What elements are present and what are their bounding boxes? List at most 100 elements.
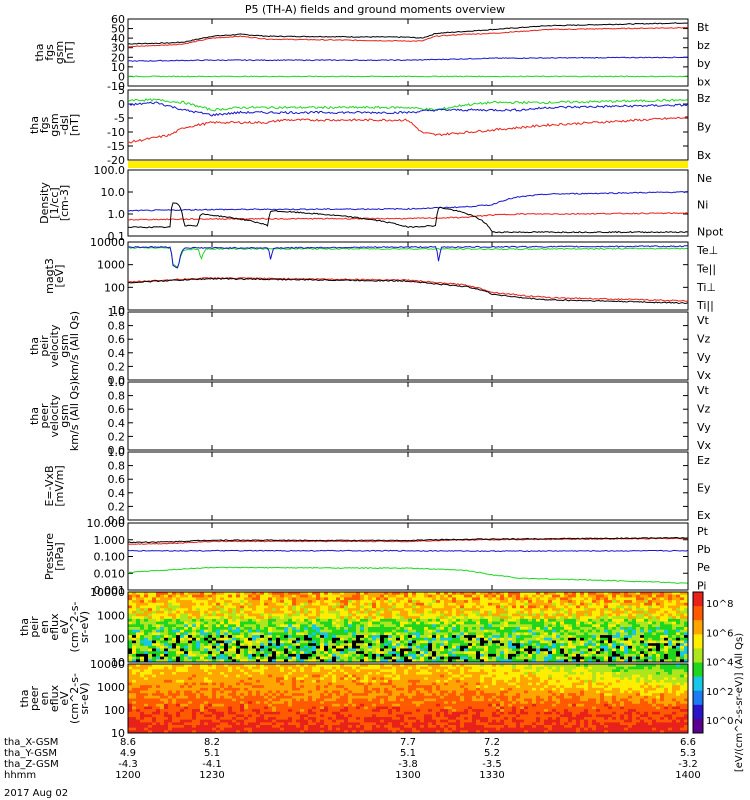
heatmap-cell: [532, 613, 537, 617]
heatmap-cell: [544, 645, 549, 649]
heatmap-cell: [340, 674, 345, 678]
heatmap-cell: [576, 629, 581, 633]
heatmap-cell: [532, 624, 537, 628]
heatmap-cell: [512, 664, 517, 668]
heatmap-cell: [292, 608, 297, 612]
heatmap-cell: [328, 664, 333, 668]
heatmap-cell: [360, 674, 365, 678]
heatmap-cell: [432, 677, 437, 681]
heatmap-cell: [512, 602, 517, 606]
y-tick-label: 10: [111, 656, 125, 669]
heatmap-cell: [492, 605, 497, 609]
heatmap-cell: [600, 659, 605, 663]
heatmap-cell: [204, 664, 209, 668]
heatmap-cell: [440, 659, 445, 663]
heatmap-cell: [220, 648, 225, 652]
heatmap-cell: [136, 616, 141, 620]
heatmap-cell: [228, 674, 233, 678]
heatmap-cell: [588, 592, 593, 596]
heatmap-cell: [144, 648, 149, 652]
heatmap-cell: [520, 624, 525, 628]
heatmap-cell: [276, 602, 281, 606]
heatmap-cell: [172, 674, 177, 678]
heatmap-cell: [140, 610, 145, 614]
y-tick-label: 0.8: [108, 390, 126, 403]
heatmap-cell: [544, 674, 549, 678]
heatmap-cell: [564, 656, 569, 660]
heatmap-cell: [612, 672, 617, 676]
heatmap-cell: [496, 600, 501, 604]
heatmap-cell: [420, 648, 425, 652]
heatmap-cell: [228, 656, 233, 660]
heatmap-cell: [260, 618, 265, 622]
heatmap-cell: [360, 664, 365, 668]
heatmap-cell: [628, 664, 633, 668]
heatmap-cell: [432, 608, 437, 612]
heatmap-cell: [160, 656, 165, 660]
heatmap-cell: [572, 677, 577, 681]
heatmap-cell: [648, 605, 653, 609]
heatmap-cell: [656, 592, 661, 596]
heatmap-cell: [304, 597, 309, 601]
heatmap-cell: [156, 635, 161, 639]
heatmap-cell: [304, 629, 309, 633]
heatmap-cell: [436, 679, 441, 683]
heatmap-cell: [148, 674, 153, 678]
heatmap-cell: [456, 613, 461, 617]
heatmap-cell: [600, 656, 605, 660]
heatmap-cell: [224, 624, 229, 628]
heatmap-cell: [512, 608, 517, 612]
heatmap-cell: [592, 643, 597, 647]
heatmap-cell: [440, 679, 445, 683]
heatmap-cell: [676, 645, 681, 649]
y-tick-label: 10000: [90, 658, 125, 671]
heatmap-cell: [320, 635, 325, 639]
heatmap-cell: [328, 608, 333, 612]
heatmap-cell: [164, 677, 169, 681]
heatmap-cell: [176, 656, 181, 660]
heatmap-cell: [484, 605, 489, 609]
heatmap-cell: [360, 592, 365, 596]
heatmap-cell: [316, 659, 321, 663]
heatmap-cell: [344, 621, 349, 625]
heatmap-cell: [432, 674, 437, 678]
heatmap-cell: [140, 627, 145, 631]
heatmap-cell: [272, 627, 277, 631]
heatmap-cell: [220, 610, 225, 614]
heatmap-cell: [352, 608, 357, 612]
heatmap-cell: [312, 651, 317, 655]
heatmap-cell: [608, 600, 613, 604]
heatmap-cell: [440, 621, 445, 625]
heatmap-cell: [280, 597, 285, 601]
heatmap-cell: [188, 608, 193, 612]
heatmap-cell: [508, 677, 513, 681]
heatmap-cell: [252, 624, 257, 628]
heatmap-cell: [508, 651, 513, 655]
heatmap-cell: [416, 632, 421, 636]
heatmap-cell: [344, 624, 349, 628]
heatmap-cell: [304, 677, 309, 681]
heatmap-cell: [648, 664, 653, 668]
heatmap-cell: [248, 608, 253, 612]
heatmap-cell: [560, 621, 565, 625]
legend-Ey: Ey: [697, 482, 711, 495]
heatmap-cell: [148, 594, 153, 598]
heatmap-cell: [640, 645, 645, 649]
heatmap-cell: [236, 674, 241, 678]
heatmap-cell: [396, 659, 401, 663]
heatmap-cell: [668, 643, 673, 647]
heatmap-cell: [128, 621, 133, 625]
heatmap-cell: [316, 672, 321, 676]
heatmap-cell: [448, 651, 453, 655]
heatmap-cell: [168, 656, 173, 660]
heatmap-cell: [132, 610, 137, 614]
heatmap-cell: [384, 613, 389, 617]
heatmap-cell: [292, 645, 297, 649]
heatmap-cell: [508, 653, 513, 657]
heatmap-cell: [128, 679, 133, 683]
heatmap-cell: [656, 616, 661, 620]
heatmap-cell: [540, 627, 545, 631]
heatmap-cell: [452, 608, 457, 612]
heatmap-cell: [160, 677, 165, 681]
heatmap-cell: [376, 618, 381, 622]
